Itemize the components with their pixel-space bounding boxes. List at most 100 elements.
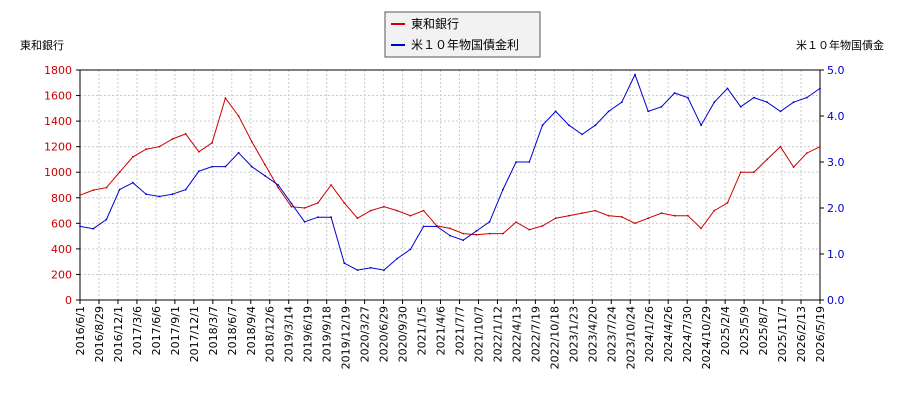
right-tick-label: 0.0 <box>827 294 845 307</box>
series-point-1 <box>184 188 187 191</box>
series-point-0 <box>237 115 240 117</box>
x-tick-label: 2024/4/26 <box>662 306 675 362</box>
left-tick-label: 0 <box>65 294 72 307</box>
left-tick-label: 400 <box>51 243 72 256</box>
x-tick-label: 2024/1/26 <box>643 306 656 362</box>
x-tick-label: 2021/4/6 <box>435 306 448 355</box>
series-point-0 <box>713 209 716 212</box>
x-tick-label: 2020/6/29 <box>378 306 391 362</box>
series-point-0 <box>105 186 108 189</box>
series-point-1 <box>198 170 200 173</box>
series-point-0 <box>145 148 148 151</box>
series-point-1 <box>528 161 531 163</box>
x-tick-label: 2021/7/7 <box>453 306 466 355</box>
series-point-0 <box>171 138 174 140</box>
series-point-1 <box>224 165 227 168</box>
left-tick-label: 800 <box>51 192 72 205</box>
x-tick-label: 2017/12/1 <box>188 306 201 362</box>
series-point-0 <box>673 214 676 217</box>
series-point-1 <box>105 218 108 221</box>
left-tick-label: 200 <box>51 268 72 281</box>
x-tick-label: 2023/10/24 <box>624 306 637 369</box>
series-point-1 <box>409 248 412 251</box>
series-point-1 <box>502 188 504 191</box>
series-point-0 <box>726 202 729 204</box>
series-point-0 <box>475 233 478 236</box>
series-point-1 <box>819 87 821 90</box>
series-point-1 <box>475 230 478 232</box>
series-point-1 <box>607 110 610 113</box>
series-point-1 <box>277 184 280 186</box>
series-point-0 <box>819 145 821 148</box>
series-point-0 <box>634 222 636 225</box>
series-point-0 <box>541 225 544 227</box>
series-point-1 <box>383 269 385 271</box>
series-point-0 <box>343 202 346 204</box>
series-point-0 <box>607 214 610 217</box>
x-tick-label: 2016/8/29 <box>93 306 106 362</box>
series-point-0 <box>554 217 557 220</box>
right-axis-title: 米１０年物国債金 <box>796 38 884 52</box>
x-tick-label: 2023/1/23 <box>567 306 580 362</box>
series-point-1 <box>369 266 372 269</box>
series-point-1 <box>726 87 729 90</box>
series-point-1 <box>620 101 623 104</box>
series-point-1 <box>647 110 650 113</box>
x-tick-label: 2023/7/24 <box>605 306 618 362</box>
series-point-0 <box>118 171 121 174</box>
series-point-1 <box>171 193 174 196</box>
series-point-1 <box>687 96 689 99</box>
series-point-0 <box>396 209 398 212</box>
series-point-1 <box>317 216 319 219</box>
x-tick-label: 2021/10/7 <box>472 306 485 362</box>
series-point-0 <box>766 158 768 161</box>
series-point-1 <box>515 161 517 163</box>
right-tick-label: 2.0 <box>827 202 845 215</box>
x-tick-label: 2020/3/27 <box>359 306 372 362</box>
series-point-0 <box>449 227 451 230</box>
series-point-1 <box>396 257 398 260</box>
series-point-0 <box>700 227 702 230</box>
series-point-0 <box>581 212 583 215</box>
x-tick-label: 2019/9/18 <box>321 306 334 362</box>
x-tick-label: 2016/6/1 <box>74 306 87 355</box>
series-point-1 <box>303 220 306 223</box>
x-tick-label: 2024/7/30 <box>681 306 694 362</box>
legend-label-tow-bank: 東和銀行 <box>411 17 459 31</box>
x-tick-label: 2018/9/4 <box>245 306 258 355</box>
series-point-0 <box>647 217 650 220</box>
grid <box>79 69 821 301</box>
left-tick-label: 1000 <box>44 166 72 179</box>
series-point-1 <box>343 262 346 265</box>
series-layer <box>79 73 821 271</box>
x-tick-label: 2016/12/1 <box>112 306 125 362</box>
series-point-1 <box>211 165 214 168</box>
series-point-1 <box>739 105 742 108</box>
series-point-0 <box>594 209 597 212</box>
plot-frame <box>79 69 821 301</box>
series-point-0 <box>92 189 95 192</box>
x-tick-label: 2023/4/20 <box>586 306 599 362</box>
series-point-0 <box>290 205 293 208</box>
series-point-1 <box>700 124 702 127</box>
series-point-0 <box>317 202 319 204</box>
legend-box <box>384 11 541 58</box>
x-tick-label: 2024/10/29 <box>700 306 713 369</box>
right-axis-ticks: 0.0 1.0 2.0 3.0 4.0 5.0 <box>820 64 845 307</box>
series-point-1 <box>422 225 425 228</box>
series-point-1 <box>264 174 266 177</box>
series-point-1 <box>673 92 676 94</box>
series-point-0 <box>422 209 425 212</box>
series-point-1 <box>435 225 438 228</box>
right-tick-label: 1.0 <box>827 248 845 261</box>
legend-label-us10y: 米１０年物国債金利 <box>411 37 519 52</box>
series-point-0 <box>184 133 187 135</box>
right-tick-label: 4.0 <box>827 110 845 123</box>
series-point-0 <box>753 171 755 174</box>
series-point-1 <box>132 181 134 184</box>
left-tick-label: 1200 <box>44 141 72 154</box>
series-point-1 <box>118 188 121 191</box>
series-point-1 <box>356 269 359 271</box>
left-axis-ticks: 0 200 400 600 800 1000 1200 1400 1600 1800 <box>44 64 80 307</box>
